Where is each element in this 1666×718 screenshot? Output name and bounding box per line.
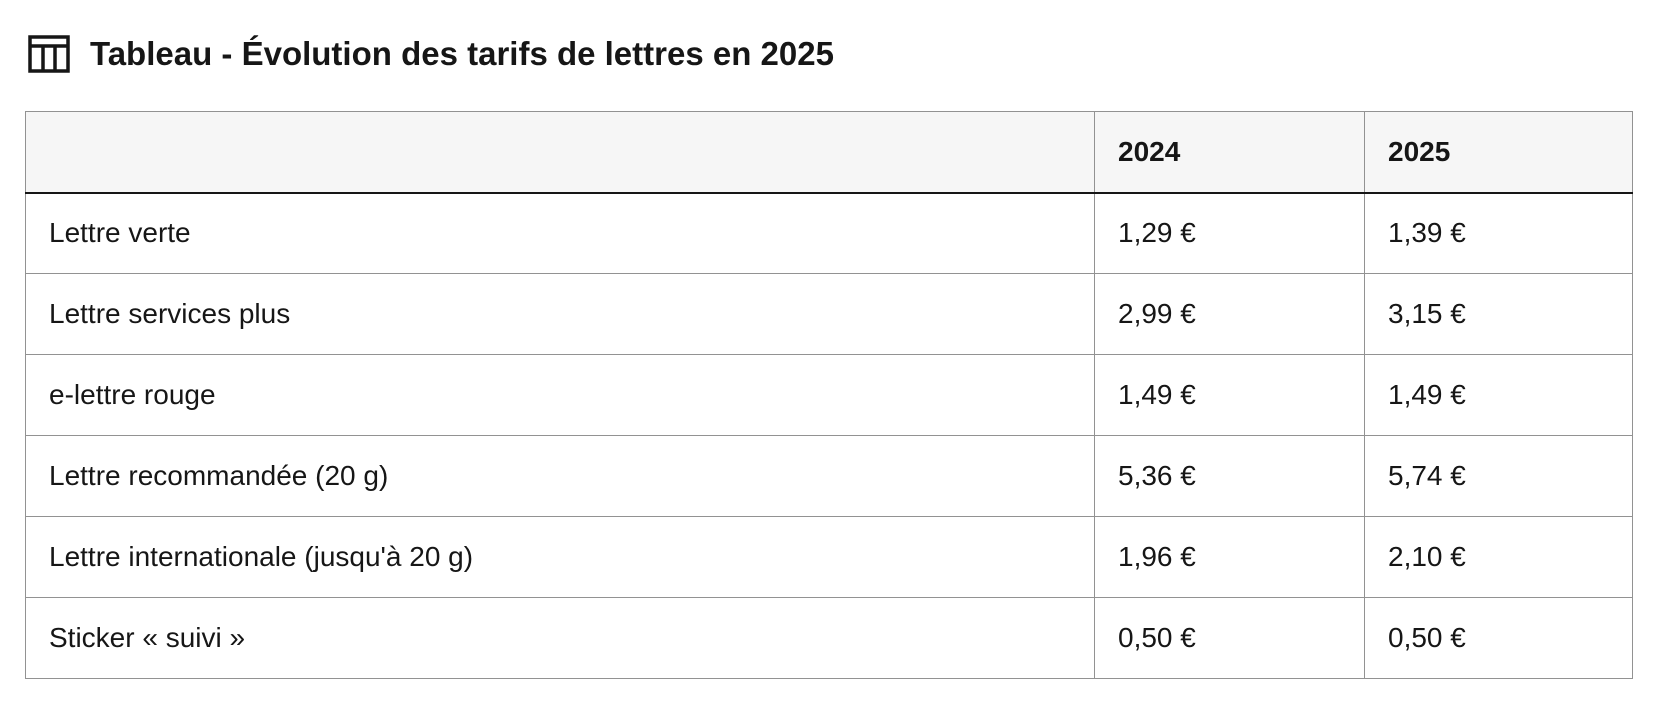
table-row: Lettre verte 1,29 € 1,39 € xyxy=(25,192,1633,274)
header-cell-2025: 2025 xyxy=(1364,111,1633,194)
table-row: e-lettre rouge 1,49 € 1,49 € xyxy=(25,354,1633,436)
price-2024: 1,96 € xyxy=(1094,516,1365,598)
row-label: Lettre verte xyxy=(25,192,1095,274)
price-2025: 3,15 € xyxy=(1364,273,1633,355)
price-2025: 5,74 € xyxy=(1364,435,1633,517)
table-title-row: Tableau - Évolution des tarifs de lettre… xyxy=(28,34,834,74)
price-2025: 1,49 € xyxy=(1364,354,1633,436)
table-row: Lettre services plus 2,99 € 3,15 € xyxy=(25,273,1633,355)
price-2024: 1,29 € xyxy=(1094,192,1365,274)
table-title: Tableau - Évolution des tarifs de lettre… xyxy=(90,35,834,72)
price-2024: 0,50 € xyxy=(1094,597,1365,679)
table-row: Sticker « suivi » 0,50 € 0,50 € xyxy=(25,597,1633,679)
row-label: Lettre internationale (jusqu'à 20 g) xyxy=(25,516,1095,598)
header-cell-2024: 2024 xyxy=(1094,111,1365,194)
price-2024: 1,49 € xyxy=(1094,354,1365,436)
price-2025: 2,10 € xyxy=(1364,516,1633,598)
header-cell-label xyxy=(25,111,1095,194)
price-table: 2024 2025 Lettre verte 1,29 € 1,39 € Let… xyxy=(25,111,1633,679)
row-label: Sticker « suivi » xyxy=(25,597,1095,679)
price-2024: 2,99 € xyxy=(1094,273,1365,355)
price-2025: 1,39 € xyxy=(1364,192,1633,274)
price-2025: 0,50 € xyxy=(1364,597,1633,679)
row-label: Lettre services plus xyxy=(25,273,1095,355)
table-header-row: 2024 2025 xyxy=(25,111,1633,194)
row-label: e-lettre rouge xyxy=(25,354,1095,436)
table-icon xyxy=(28,35,70,73)
row-label: Lettre recommandée (20 g) xyxy=(25,435,1095,517)
table-row: Lettre recommandée (20 g) 5,36 € 5,74 € xyxy=(25,435,1633,517)
price-2024: 5,36 € xyxy=(1094,435,1365,517)
price-table-container: 2024 2025 Lettre verte 1,29 € 1,39 € Let… xyxy=(25,111,1633,679)
table-row: Lettre internationale (jusqu'à 20 g) 1,9… xyxy=(25,516,1633,598)
